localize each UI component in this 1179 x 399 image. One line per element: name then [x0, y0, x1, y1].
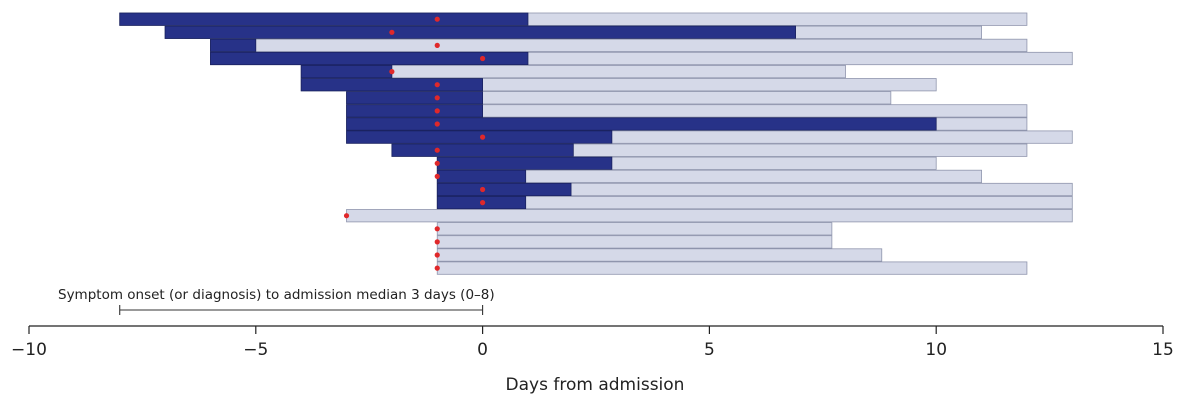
patient-row	[164, 25, 982, 39]
bar-early-period	[300, 78, 484, 92]
event-marker	[434, 42, 440, 49]
x-tick-label: −5	[243, 340, 268, 360]
x-tick-label: 0	[477, 340, 488, 360]
bar-early-period	[210, 38, 257, 53]
patient-row	[346, 117, 1028, 131]
event-marker	[389, 69, 395, 75]
x-axis-title: Days from admission	[506, 375, 685, 395]
x-axis: −10 −5 0 5 10 15	[11, 325, 1174, 360]
event-marker	[434, 252, 440, 258]
bar-early-period	[164, 25, 796, 39]
bar-early-period	[346, 104, 483, 118]
event-marker	[434, 226, 440, 232]
patient-row	[434, 156, 937, 170]
event-marker	[343, 213, 350, 219]
x-tick-label: 10	[925, 340, 947, 360]
event-marker	[480, 186, 486, 193]
bar-early-period	[436, 182, 572, 197]
patient-row	[436, 195, 1073, 210]
bar-early-period	[346, 117, 937, 131]
x-tick-label: 5	[704, 340, 715, 360]
patient-row	[434, 169, 982, 183]
event-marker	[480, 134, 486, 140]
patient-row	[434, 248, 883, 262]
event-marker	[434, 108, 440, 114]
event-marker	[434, 239, 440, 245]
patient-row	[300, 65, 846, 79]
event-marker	[434, 147, 440, 153]
event-marker	[434, 265, 440, 271]
patient-row	[343, 209, 1073, 223]
bar-early-period	[210, 51, 529, 66]
bar-early-period	[346, 130, 613, 144]
patient-row	[346, 104, 1028, 118]
bar-early-period	[436, 156, 613, 170]
patient-row	[434, 222, 833, 236]
event-marker	[434, 95, 440, 101]
patient-row	[210, 51, 1073, 66]
event-marker	[434, 16, 440, 22]
bar-total-course	[436, 235, 833, 249]
bar-early-period	[119, 12, 529, 26]
bar-early-period	[346, 91, 483, 105]
patient-row	[434, 235, 833, 249]
patient-row	[300, 78, 937, 92]
patient-row	[391, 143, 1028, 157]
bar-total-course	[436, 195, 1073, 210]
event-marker	[434, 173, 440, 179]
event-marker	[480, 55, 486, 62]
bar-total-course	[436, 222, 833, 236]
event-marker	[480, 200, 486, 206]
patient-row	[119, 12, 1028, 26]
x-tick-label: 15	[1152, 340, 1174, 360]
bar-total-course	[346, 209, 1073, 223]
onset-annotation: Symptom onset (or diagnosis) to admissio…	[58, 287, 495, 315]
patient-row	[210, 38, 1028, 53]
bar-early-period	[391, 143, 574, 157]
patient-row	[346, 130, 1073, 144]
bar-total-course	[210, 38, 1028, 53]
bar-early-period	[300, 65, 393, 79]
x-tick-label: −10	[11, 340, 47, 360]
patient-row	[434, 261, 1028, 275]
bar-total-course	[436, 261, 1028, 275]
event-marker	[434, 121, 440, 127]
event-marker	[389, 29, 395, 35]
patient-row	[436, 182, 1073, 197]
event-marker	[434, 82, 440, 88]
patient-bars	[119, 12, 1073, 275]
annotation-text: Symptom onset (or diagnosis) to admissio…	[58, 287, 495, 303]
patient-row	[346, 91, 892, 105]
bar-total-course	[436, 248, 883, 262]
event-marker	[434, 160, 440, 166]
bar-early-period	[436, 169, 527, 183]
